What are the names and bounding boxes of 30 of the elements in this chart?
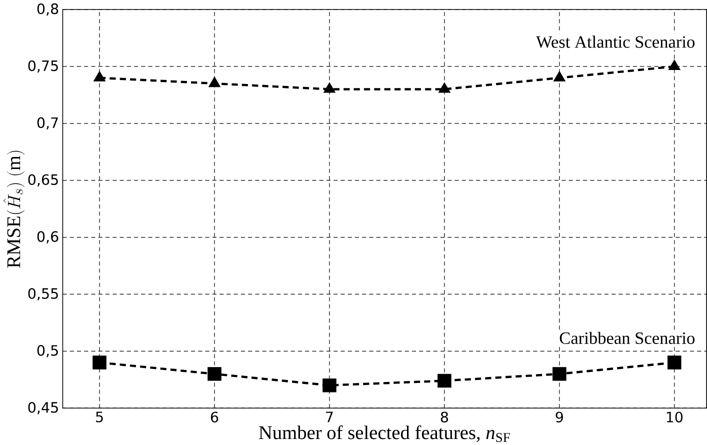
x-tick-label: 6 <box>210 411 218 422</box>
y-tick-label: 0,6 <box>37 230 58 244</box>
x-tick-label: 10 <box>666 411 683 422</box>
x-tick-label: 9 <box>556 411 563 422</box>
point <box>438 82 450 93</box>
point <box>208 366 222 381</box>
y-tick-label: 0,8 <box>37 3 58 16</box>
y-tick-label: 0,55 <box>28 288 58 300</box>
point <box>323 82 336 93</box>
x-tick-label: 8 <box>440 411 448 422</box>
point <box>552 366 566 381</box>
y-tick-label: 0,5 <box>37 344 58 358</box>
point <box>94 70 106 82</box>
point <box>553 70 566 82</box>
point <box>668 59 680 70</box>
series-label: Caribbean Scenario <box>560 332 694 344</box>
point <box>668 355 682 370</box>
y-tick-label: 0,65 <box>28 174 58 186</box>
series-label: West Atlantic Scenario <box>536 35 695 48</box>
y-tick-label: 0,75 <box>28 60 58 72</box>
x-tick-label: 7 <box>326 411 333 422</box>
point <box>92 355 106 370</box>
point <box>438 374 452 388</box>
y-tick-label: 0,45 <box>28 402 58 414</box>
x-axis-title: Number of selected features, n$_{SF}$ <box>258 425 510 442</box>
x-tick-label: 5 <box>96 411 103 422</box>
point <box>322 378 336 392</box>
y-tick-label: 0,7 <box>37 117 58 130</box>
point <box>208 76 220 87</box>
y-axis-title: $\mathrm{RMSE}(\hat{H}_s)\ (\mathrm{m})$ <box>3 150 24 268</box>
